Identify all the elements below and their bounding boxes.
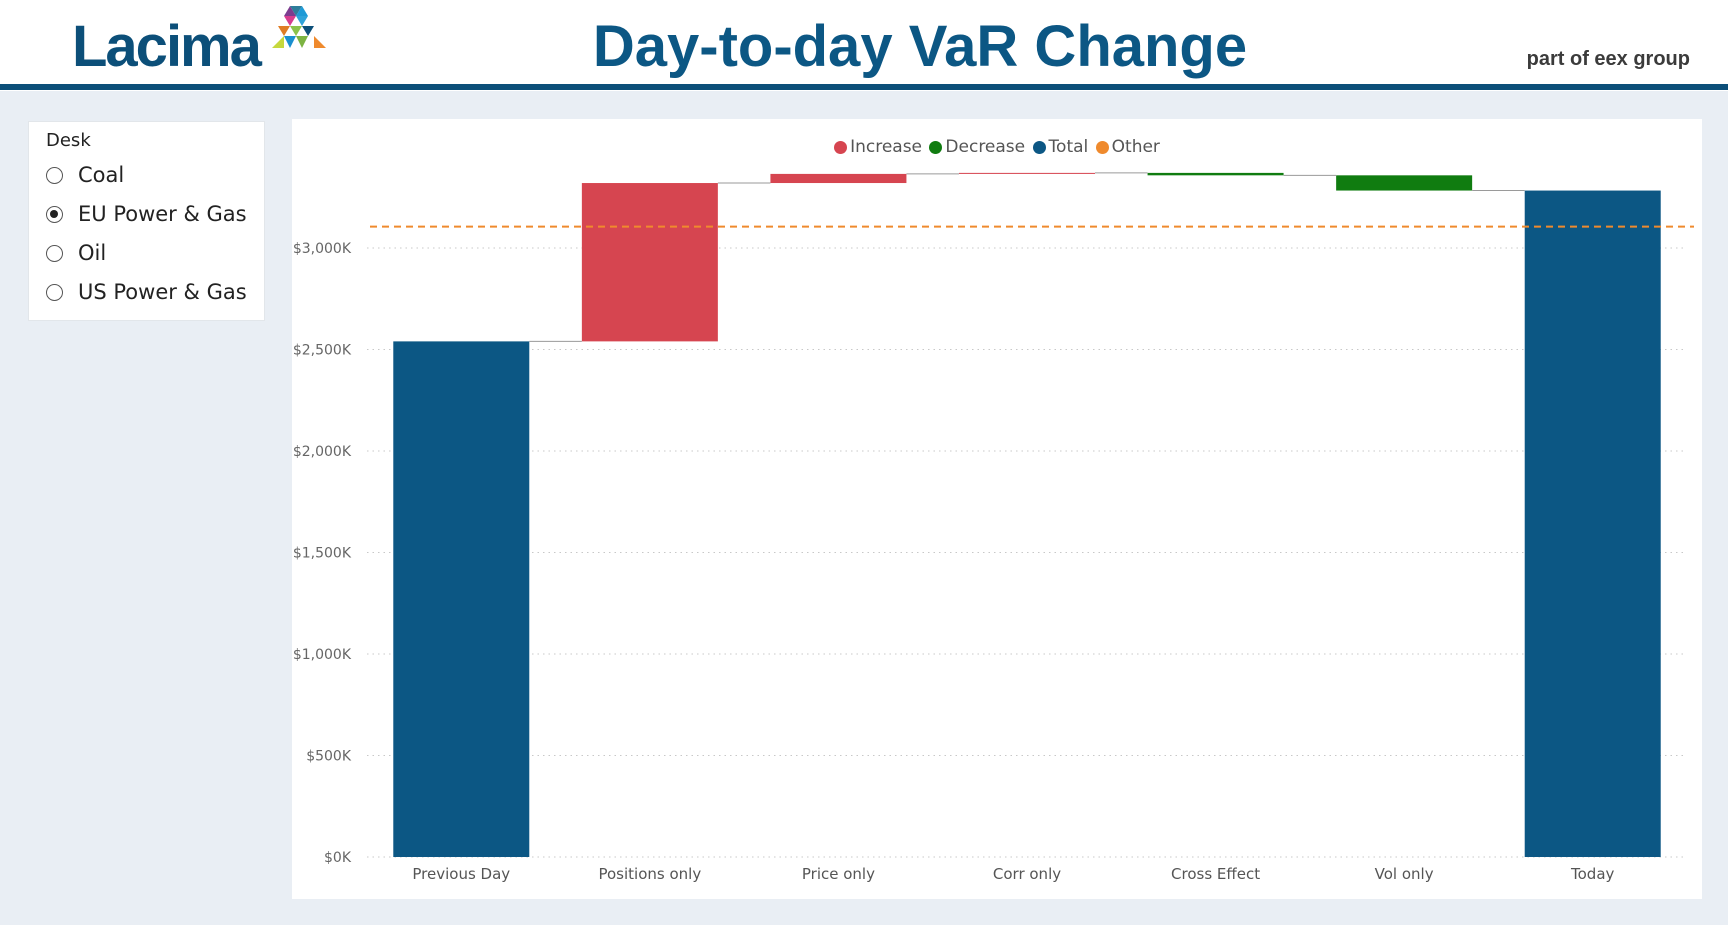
- y-tick-label: $500K: [306, 749, 352, 765]
- chart-legend: Increase Decrease Total Other: [292, 137, 1702, 159]
- bar-increase: [770, 173, 907, 184]
- y-tick-label: $0K: [324, 850, 352, 866]
- legend-item-other[interactable]: Other: [1095, 137, 1160, 157]
- x-tick-label: Price only: [802, 865, 875, 883]
- legend-label: Total: [1048, 137, 1089, 157]
- radio-icon[interactable]: [46, 166, 63, 184]
- radio-icon[interactable]: [46, 244, 63, 262]
- x-tick-label: Previous Day: [412, 865, 510, 883]
- legend-label: Increase: [850, 137, 923, 157]
- legend-dot-other: [1095, 140, 1109, 154]
- slicer-title: Desk: [46, 130, 91, 151]
- y-tick-label: $2,000K: [293, 444, 352, 460]
- slicer-option-label: Oil: [78, 241, 107, 265]
- x-tick-label: Corr only: [993, 865, 1061, 883]
- logo-triangles-icon: [272, 6, 326, 48]
- radio-selected-icon[interactable]: [46, 205, 63, 223]
- slicer-option-label: EU Power & Gas: [78, 202, 247, 226]
- x-tick-label: Today: [1570, 865, 1615, 883]
- y-tick-label: $1,500K: [293, 546, 352, 562]
- legend-item-total[interactable]: Total: [1032, 137, 1089, 157]
- legend-label: Decrease: [945, 137, 1026, 157]
- lacima-logo: Lacima: [72, 6, 352, 76]
- bar-decrease: [1147, 172, 1284, 176]
- bar-decrease: [1336, 175, 1473, 191]
- y-tick-label: $1,000K: [293, 647, 352, 663]
- legend-item-increase[interactable]: Increase: [834, 137, 922, 157]
- bar-total: [1524, 190, 1661, 857]
- radio-icon[interactable]: [46, 283, 63, 301]
- slicer-option-eu-power-gas[interactable]: EU Power & Gas: [46, 199, 247, 229]
- legend-dot-increase: [834, 140, 848, 154]
- x-tick-label: Positions only: [598, 865, 701, 883]
- page-title: Day-to-day VaR Change: [592, 14, 1248, 79]
- x-tick-label: Vol only: [1375, 865, 1434, 883]
- legend-label: Other: [1111, 137, 1160, 157]
- waterfall-chart-card: Increase Decrease Total Other $0K $500K $1…: [292, 119, 1702, 899]
- logo-wordmark: Lacima: [72, 14, 262, 79]
- legend-dot-total: [1032, 140, 1046, 154]
- slicer-option-coal[interactable]: Coal: [46, 160, 124, 190]
- bar-increase: [581, 183, 718, 342]
- slicer-option-oil[interactable]: Oil: [46, 238, 106, 268]
- x-tick-label: Cross Effect: [1171, 865, 1260, 883]
- slicer-option-label: US Power & Gas: [78, 280, 247, 304]
- bar-total: [393, 341, 530, 857]
- waterfall-chart: $0K $500K $1,000K $1,500K $2,000K $2,500K $3,0…: [293, 172, 1694, 883]
- desk-slicer: Desk Coal EU Power & Gas Oil US Power & …: [28, 121, 265, 321]
- y-tick-label: $2,500K: [293, 343, 352, 359]
- brand-tagline: part of eex group: [1526, 48, 1690, 70]
- slicer-option-label: Coal: [78, 163, 125, 187]
- y-tick-label: $3,000K: [293, 241, 352, 257]
- header-bar: Lacima Day-to-day VaR Change part of eex…: [0, 0, 1728, 91]
- bar-increase: [959, 172, 1095, 174]
- legend-item-decrease[interactable]: Decrease: [929, 137, 1025, 157]
- slicer-option-us-power-gas[interactable]: US Power & Gas: [46, 277, 247, 307]
- legend-dot-decrease: [929, 140, 943, 154]
- header-divider: [0, 84, 1728, 90]
